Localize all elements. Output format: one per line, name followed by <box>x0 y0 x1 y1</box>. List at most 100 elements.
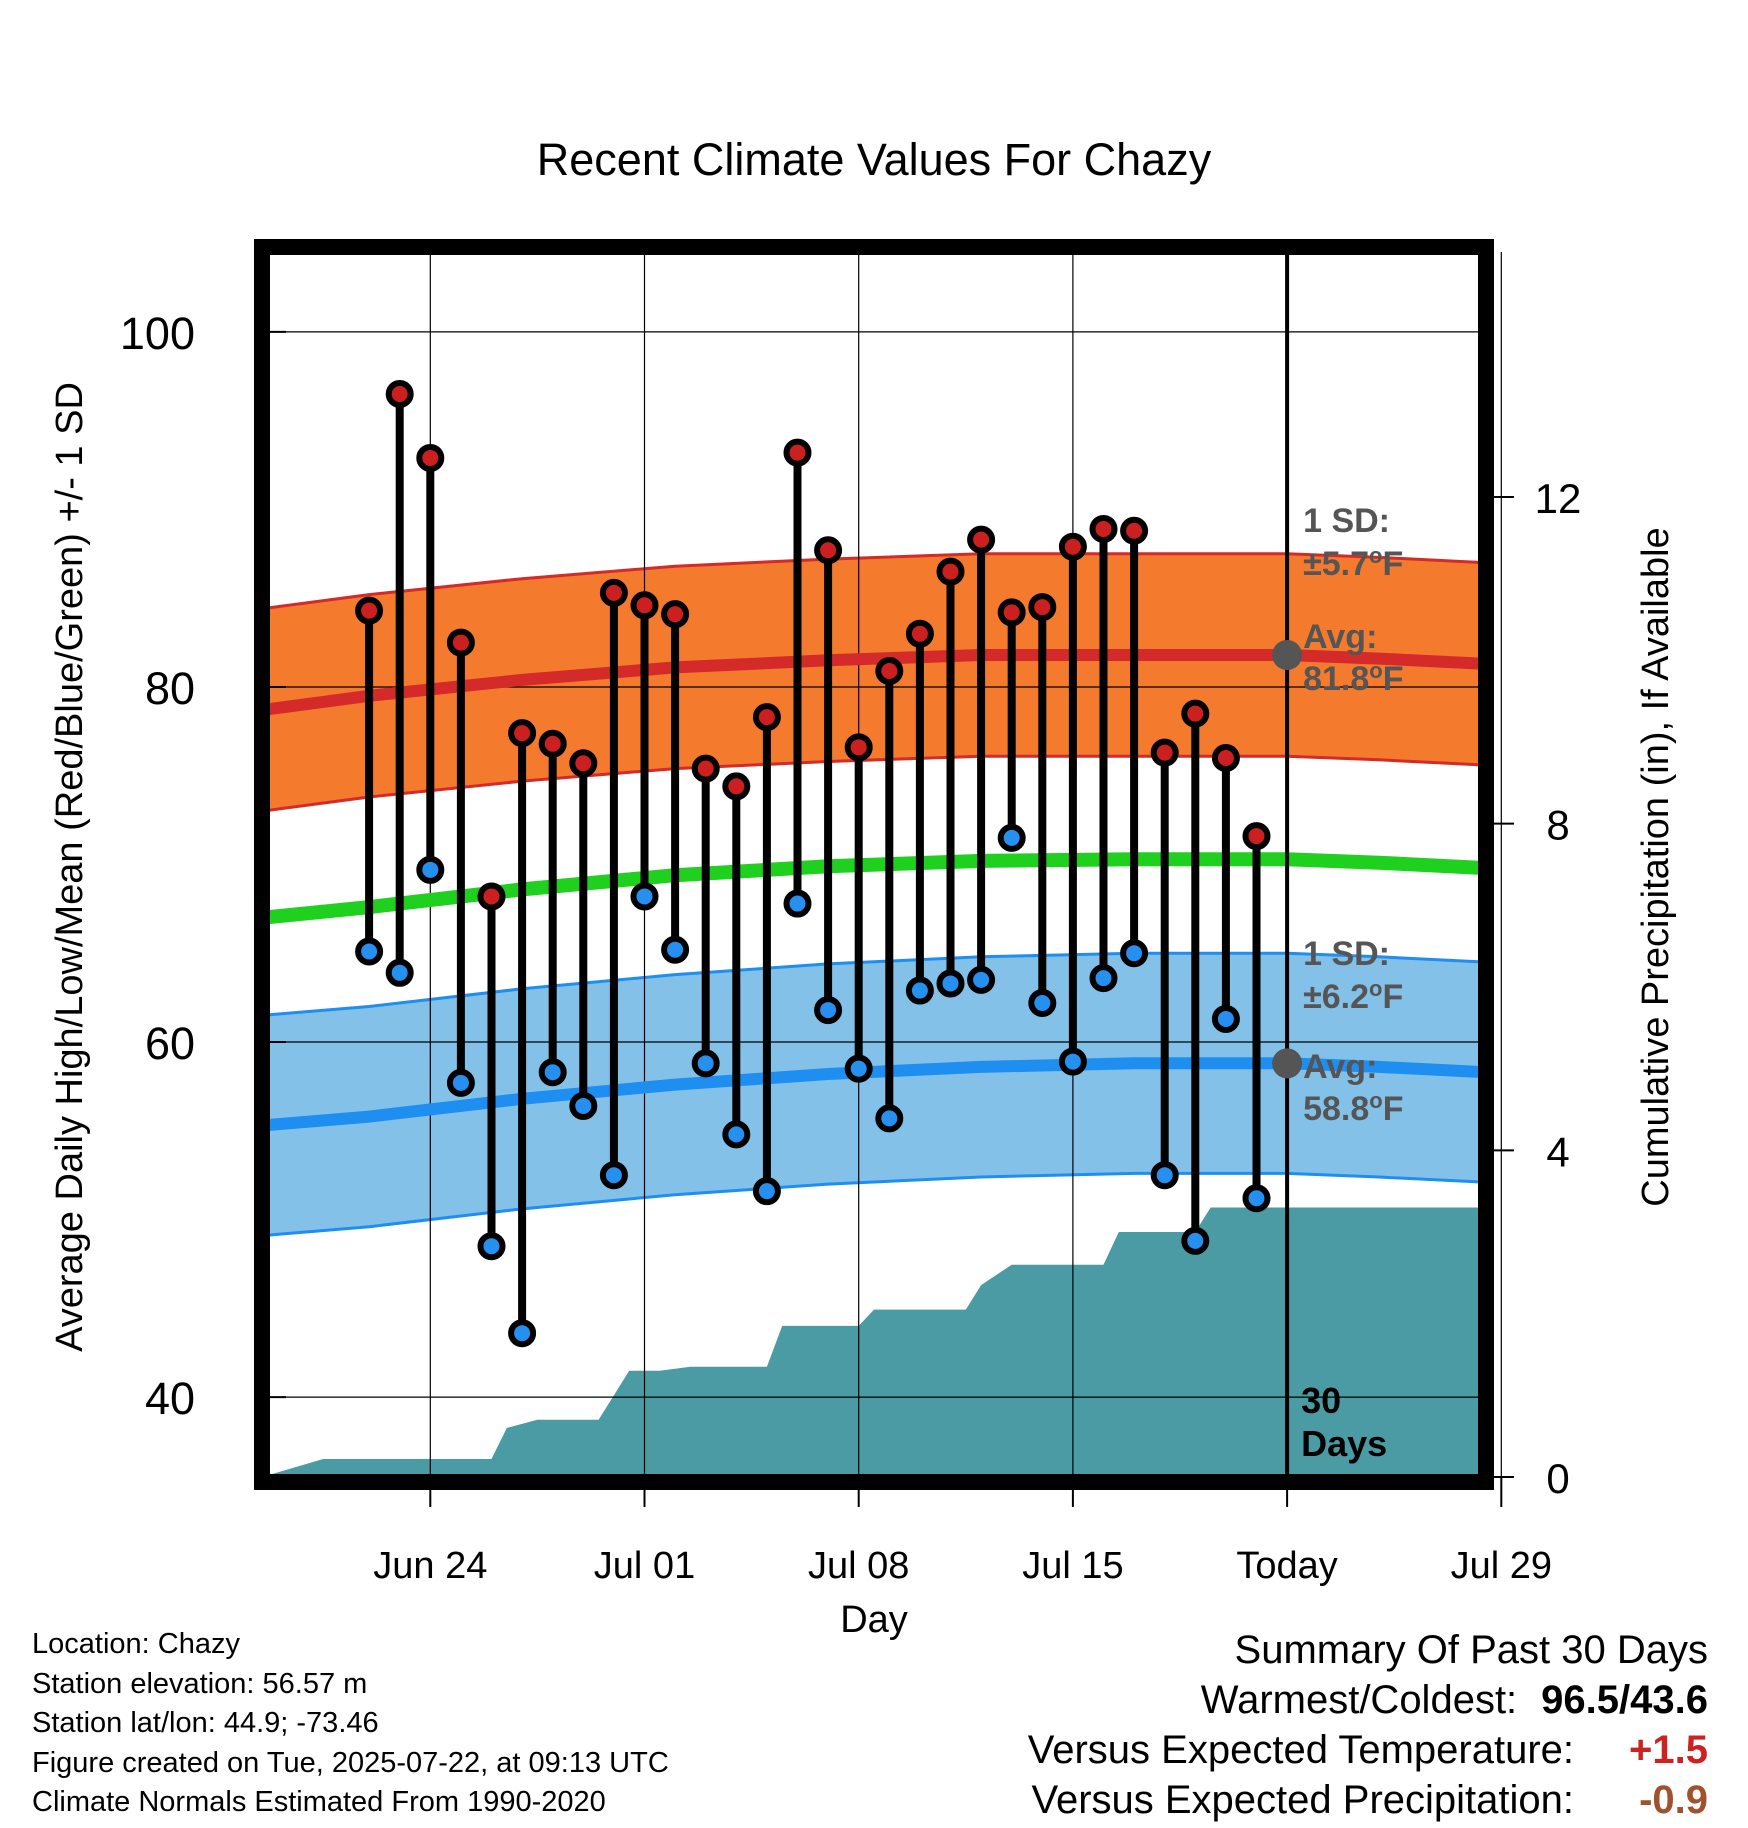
daily-low-marker <box>569 1091 598 1120</box>
low-sd-label: 1 SD: <box>1303 935 1390 973</box>
daily-high-marker <box>446 628 475 657</box>
x-tick-label: Jul 29 <box>1451 1545 1552 1587</box>
daily-high-marker <box>355 596 384 625</box>
y-axis-label: Average Daily High/Low/Mean (Red/Blue/Gr… <box>49 382 91 1352</box>
daily-high-marker <box>997 598 1026 627</box>
high-avg-today-dot <box>1272 640 1303 671</box>
y2-tick-label: 0 <box>1546 1455 1569 1502</box>
daily-high-marker <box>538 729 567 758</box>
summary-precip-row: Versus Expected Precipitation: -0.9 <box>1028 1775 1708 1825</box>
high-sd-label: 1 SD: <box>1303 502 1390 540</box>
summary-panel: Summary Of Past 30 Days Warmest/Coldest:… <box>1028 1625 1708 1825</box>
mean-normal-line <box>262 852 1486 925</box>
daily-low-marker <box>1089 964 1118 993</box>
daily-high-marker <box>1211 743 1240 772</box>
y2-tick-label: 12 <box>1535 475 1582 522</box>
daily-low-marker <box>661 935 690 964</box>
daily-high-marker <box>783 438 812 467</box>
y-tick-label: 60 <box>145 1018 195 1069</box>
daily-high-marker <box>508 719 537 748</box>
daily-high-marker <box>1242 822 1271 851</box>
daily-high-marker <box>814 536 843 565</box>
daily-high-marker <box>722 772 751 801</box>
daily-low-marker <box>477 1232 506 1261</box>
low-sd-band <box>262 953 1486 1236</box>
precip-cumulative-area <box>262 1207 1486 1477</box>
low-avg-value: 58.8oF <box>1303 1088 1403 1129</box>
daily-high-marker <box>630 591 659 620</box>
daily-low-marker <box>844 1054 873 1083</box>
x-tick-label: Jul 15 <box>1022 1545 1123 1587</box>
daily-high-marker <box>875 656 904 685</box>
daily-low-marker <box>722 1120 751 1149</box>
temp-departure-label: Versus Expected Temperature: <box>1027 1728 1574 1772</box>
window-days-word: Days <box>1301 1423 1387 1464</box>
daily-low-marker <box>355 937 384 966</box>
daily-low-marker <box>538 1058 567 1087</box>
temp-departure-value: +1.5 <box>1629 1728 1708 1772</box>
daily-high-marker <box>599 578 628 607</box>
x-tick-label: Jul 08 <box>808 1545 909 1587</box>
y-tick-label: 40 <box>145 1373 195 1424</box>
location-text: Location: Chazy <box>32 1628 240 1660</box>
y-tick-label: 80 <box>145 663 195 714</box>
low-sd-lower-edge <box>262 1171 1486 1238</box>
window-days-number: 30 <box>1301 1380 1341 1421</box>
low-avg-today-dot <box>1272 1048 1303 1079</box>
daily-high-marker <box>967 525 996 554</box>
daily-low-marker <box>967 965 996 994</box>
daily-low-marker <box>814 996 843 1025</box>
x-tick-label: Jun 24 <box>373 1545 487 1587</box>
high-normal-line <box>262 649 1486 716</box>
chart-title: Recent Climate Values For Chazy <box>537 134 1212 185</box>
daily-high-marker <box>1120 516 1149 545</box>
daily-high-marker <box>752 703 781 732</box>
low-avg-label: Avg: <box>1303 1048 1377 1086</box>
daily-high-marker <box>691 754 720 783</box>
high-avg-label: Avg: <box>1303 618 1377 656</box>
daily-low-marker <box>997 823 1026 852</box>
high-sd-lower-edge <box>262 754 1486 813</box>
summary-temp-row: Versus Expected Temperature: +1.5 <box>1028 1725 1708 1775</box>
daily-low-marker <box>416 855 445 884</box>
y2-axis-label: Cumulative Precipitation (in), If Availa… <box>1635 527 1677 1206</box>
high-avg-value: 81.8oF <box>1303 658 1403 699</box>
high-sd-band <box>262 553 1486 812</box>
low-sd-upper-edge <box>262 951 1486 1017</box>
daily-low-marker <box>875 1104 904 1133</box>
daily-high-marker <box>1181 699 1210 728</box>
daily-high-marker <box>661 600 690 629</box>
low-sd-value: ±6.2oF <box>1303 976 1403 1017</box>
summary-title: Summary Of Past 30 Days <box>1234 1628 1708 1672</box>
daily-low-marker <box>1211 1004 1240 1033</box>
high-sd-value: ±5.7oF <box>1303 543 1403 584</box>
daily-low-marker <box>936 969 965 998</box>
daily-high-marker <box>1028 593 1057 622</box>
daily-low-marker <box>691 1049 720 1078</box>
low-normal-line <box>262 1057 1486 1132</box>
warmest-value: 96.5/43.6 <box>1541 1678 1708 1722</box>
summary-warmest-row: Warmest/Coldest: 96.5/43.6 <box>1028 1675 1708 1725</box>
x-axis-label: Day <box>840 1599 908 1641</box>
precip-departure-value: -0.9 <box>1639 1778 1708 1822</box>
daily-high-marker <box>416 443 445 472</box>
daily-high-marker <box>385 380 414 409</box>
daily-low-marker <box>1181 1226 1210 1255</box>
daily-low-marker <box>446 1068 475 1097</box>
daily-low-marker <box>1028 988 1057 1017</box>
high-sd-upper-edge <box>262 552 1486 611</box>
daily-high-marker <box>936 557 965 586</box>
x-tick-label: Jul 01 <box>594 1545 695 1587</box>
normals-text: Climate Normals Estimated From 1990-2020 <box>32 1786 606 1818</box>
daily-high-marker <box>844 733 873 762</box>
daily-low-marker <box>385 958 414 987</box>
daily-low-marker <box>1058 1047 1087 1076</box>
created-text: Figure created on Tue, 2025-07-22, at 09… <box>32 1746 669 1779</box>
daily-low-marker <box>599 1161 628 1190</box>
daily-low-marker <box>1150 1161 1179 1190</box>
daily-low-marker <box>1242 1184 1271 1213</box>
elevation-text: Station elevation: 56.57 m <box>32 1667 368 1700</box>
y2-tick-label: 4 <box>1546 1128 1569 1175</box>
station-info: Location: Chazy Station elevation: 56.57… <box>32 1625 669 1823</box>
